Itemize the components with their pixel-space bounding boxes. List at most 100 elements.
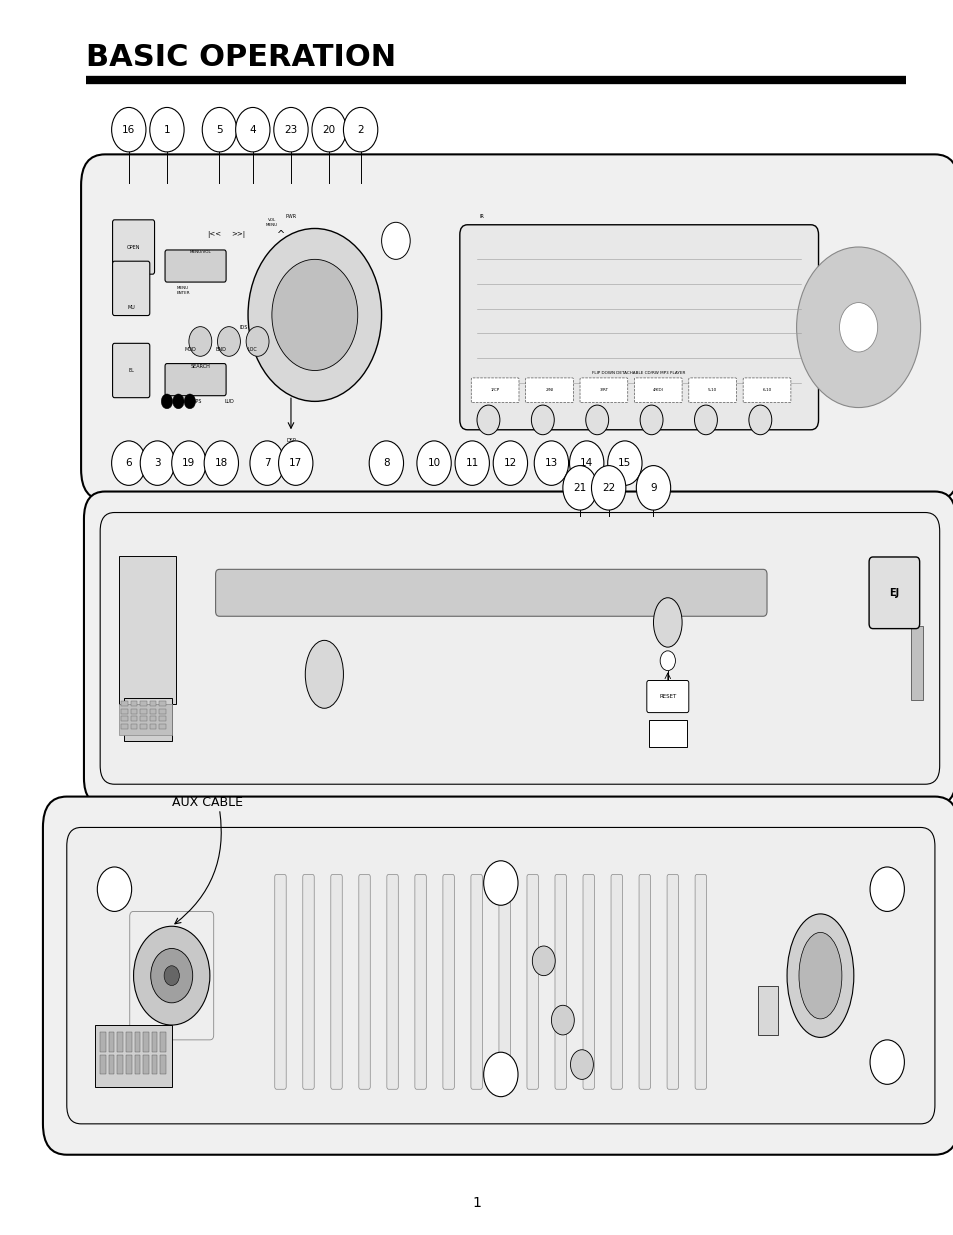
FancyBboxPatch shape: [471, 378, 518, 403]
Circle shape: [532, 946, 555, 976]
Circle shape: [551, 1005, 574, 1035]
Text: OPEN: OPEN: [127, 245, 140, 249]
Text: AUX CABLE: AUX CABLE: [172, 795, 242, 809]
Text: 5: 5: [216, 125, 222, 135]
FancyBboxPatch shape: [112, 220, 154, 274]
Bar: [109, 1055, 114, 1074]
Ellipse shape: [305, 640, 343, 708]
Bar: [150, 709, 156, 714]
FancyBboxPatch shape: [688, 378, 736, 403]
Bar: [140, 724, 147, 729]
Text: 17: 17: [289, 458, 302, 468]
Text: EL: EL: [129, 368, 134, 373]
Circle shape: [483, 1052, 517, 1097]
Circle shape: [659, 651, 675, 671]
Ellipse shape: [653, 598, 681, 647]
Circle shape: [570, 1050, 593, 1079]
Text: ^: ^: [277, 230, 285, 240]
Circle shape: [869, 1040, 903, 1084]
Text: 16: 16: [122, 125, 135, 135]
FancyBboxPatch shape: [525, 378, 573, 403]
Circle shape: [246, 326, 269, 357]
Circle shape: [97, 867, 132, 911]
FancyBboxPatch shape: [611, 874, 622, 1089]
Text: 5-10: 5-10: [707, 388, 717, 393]
Bar: [134, 1055, 140, 1074]
Text: 6: 6: [126, 458, 132, 468]
Text: FLIP DOWN DETACHABLE CD/RW MP3 PLAYER: FLIP DOWN DETACHABLE CD/RW MP3 PLAYER: [592, 370, 685, 375]
Text: 22: 22: [601, 483, 615, 493]
Text: 7: 7: [264, 458, 270, 468]
Circle shape: [639, 405, 662, 435]
Circle shape: [591, 466, 625, 510]
Text: 9: 9: [650, 483, 656, 493]
Bar: [140, 701, 147, 706]
FancyBboxPatch shape: [302, 874, 314, 1089]
Bar: [134, 1032, 140, 1052]
FancyBboxPatch shape: [112, 261, 150, 315]
Text: 10: 10: [427, 458, 440, 468]
FancyBboxPatch shape: [498, 874, 510, 1089]
Circle shape: [493, 441, 527, 485]
FancyBboxPatch shape: [415, 874, 426, 1089]
FancyBboxPatch shape: [555, 874, 566, 1089]
Circle shape: [204, 441, 238, 485]
Text: 14: 14: [579, 458, 593, 468]
Bar: [121, 724, 128, 729]
Bar: [160, 1032, 166, 1052]
Circle shape: [278, 441, 313, 485]
Bar: [140, 716, 147, 721]
Bar: [100, 1055, 106, 1074]
Bar: [131, 701, 137, 706]
Text: DSP: DSP: [286, 438, 295, 443]
Circle shape: [585, 405, 608, 435]
FancyBboxPatch shape: [100, 513, 939, 784]
Text: VOL
MENU: VOL MENU: [266, 219, 277, 226]
Circle shape: [250, 441, 284, 485]
Bar: [121, 716, 128, 721]
Bar: [126, 1032, 132, 1052]
Text: 1: 1: [164, 125, 170, 135]
Bar: [159, 701, 166, 706]
Circle shape: [202, 107, 236, 152]
Text: RESET: RESET: [659, 694, 676, 699]
Text: 3: 3: [154, 458, 160, 468]
Text: >>|: >>|: [232, 231, 245, 238]
Circle shape: [796, 247, 920, 408]
Bar: [126, 1055, 132, 1074]
Circle shape: [140, 441, 174, 485]
Ellipse shape: [798, 932, 841, 1019]
FancyBboxPatch shape: [274, 874, 286, 1089]
Circle shape: [416, 441, 451, 485]
Bar: [121, 709, 128, 714]
Text: IR: IR: [478, 214, 484, 219]
Circle shape: [112, 441, 146, 485]
FancyBboxPatch shape: [331, 874, 342, 1089]
Text: 1/CP: 1/CP: [490, 388, 499, 393]
FancyBboxPatch shape: [165, 249, 226, 282]
Text: 8: 8: [383, 458, 389, 468]
FancyBboxPatch shape: [646, 680, 688, 713]
Bar: [150, 701, 156, 706]
Text: 20: 20: [322, 125, 335, 135]
Bar: [143, 1032, 149, 1052]
Circle shape: [869, 867, 903, 911]
Text: 12: 12: [503, 458, 517, 468]
Circle shape: [569, 441, 603, 485]
Circle shape: [235, 107, 270, 152]
Bar: [143, 1055, 149, 1074]
FancyBboxPatch shape: [81, 154, 953, 500]
Circle shape: [839, 303, 877, 352]
FancyBboxPatch shape: [165, 363, 226, 395]
Circle shape: [748, 405, 771, 435]
Bar: [95, 1025, 172, 1087]
Text: IDS: IDS: [239, 325, 247, 330]
FancyBboxPatch shape: [634, 378, 681, 403]
FancyBboxPatch shape: [459, 225, 818, 430]
Circle shape: [476, 405, 499, 435]
Circle shape: [562, 466, 597, 510]
Circle shape: [217, 326, 240, 357]
Circle shape: [97, 1040, 132, 1084]
Text: MENU
ENTER: MENU ENTER: [176, 287, 190, 294]
Circle shape: [531, 405, 554, 435]
